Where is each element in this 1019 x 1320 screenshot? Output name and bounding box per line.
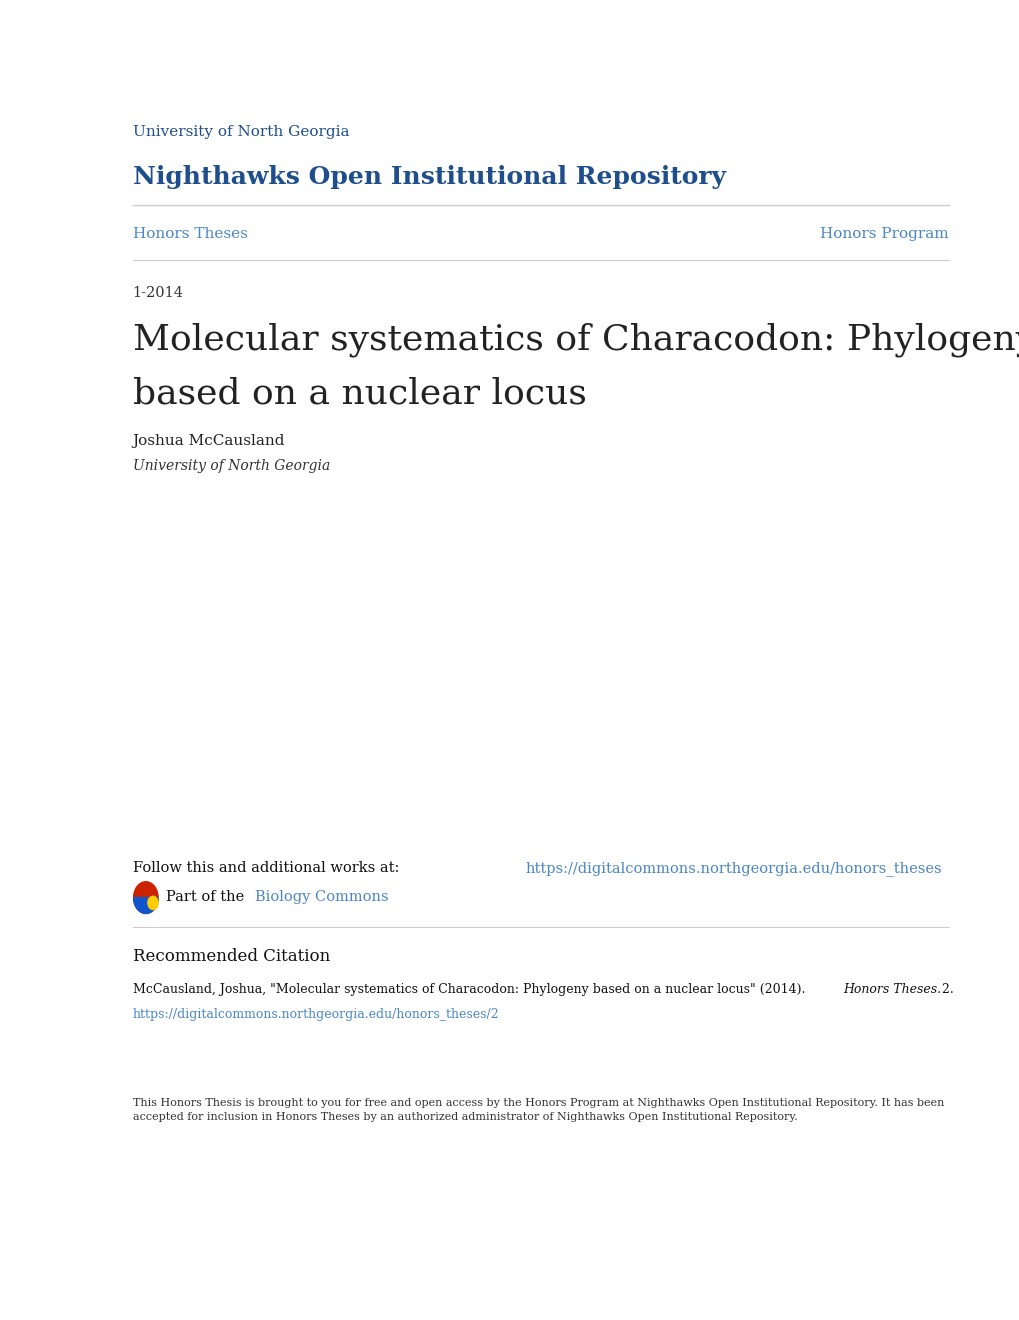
Text: Joshua McCausland: Joshua McCausland	[132, 434, 285, 449]
Circle shape	[133, 882, 158, 913]
Text: University of North Georgia: University of North Georgia	[132, 459, 329, 474]
Text: https://digitalcommons.northgeorgia.edu/honors_theses: https://digitalcommons.northgeorgia.edu/…	[525, 861, 941, 875]
Text: based on a nuclear locus: based on a nuclear locus	[132, 376, 586, 411]
Text: Nighthawks Open Institutional Repository: Nighthawks Open Institutional Repository	[132, 165, 725, 189]
Text: Biology Commons: Biology Commons	[255, 890, 388, 904]
Text: University of North Georgia: University of North Georgia	[132, 125, 348, 140]
Text: This Honors Thesis is brought to you for free and open access by the Honors Prog: This Honors Thesis is brought to you for…	[132, 1098, 943, 1122]
Text: https://digitalcommons.northgeorgia.edu/honors_theses/2: https://digitalcommons.northgeorgia.edu/…	[132, 1008, 498, 1022]
Text: Follow this and additional works at:: Follow this and additional works at:	[132, 861, 404, 875]
Text: Recommended Citation: Recommended Citation	[132, 948, 329, 965]
Text: Honors Program: Honors Program	[819, 227, 948, 242]
Text: McCausland, Joshua, "Molecular systematics of Characodon: Phylogeny based on a n: McCausland, Joshua, "Molecular systemati…	[132, 983, 808, 997]
Text: Honors Theses: Honors Theses	[132, 227, 248, 242]
Circle shape	[148, 896, 158, 909]
Text: Molecular systematics of Characodon: Phylogeny: Molecular systematics of Characodon: Phy…	[132, 322, 1019, 356]
Text: Honors Theses.: Honors Theses.	[843, 983, 941, 997]
Text: 2.: 2.	[937, 983, 953, 997]
Text: 1-2014: 1-2014	[132, 286, 183, 301]
Wedge shape	[133, 898, 158, 913]
Text: Part of the: Part of the	[166, 890, 249, 904]
